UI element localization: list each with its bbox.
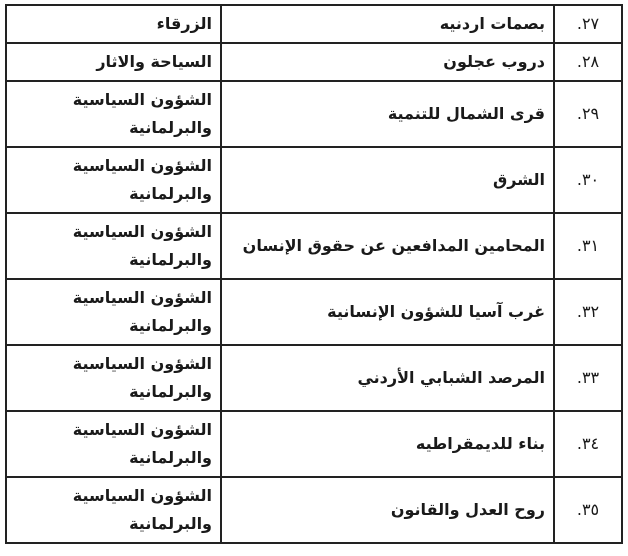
table-row: ٣١. المحامين المدافعين عن حقوق الإنسان الش… <box>5 212 623 280</box>
organization-name: دروب عجلون <box>220 42 555 82</box>
table-row: ٣٥. روح العدل والقانون الشؤون السياسية وال… <box>5 476 623 544</box>
organization-field: الزرقاء <box>5 4 222 44</box>
row-number: ٢٧. <box>553 4 623 44</box>
table-row: ٣٤. بناء للديمقراطيه الشؤون السياسية والبر… <box>5 410 623 478</box>
organization-name: بناء للديمقراطيه <box>220 410 555 478</box>
organization-name: بصمات اردنيه <box>220 4 555 44</box>
organization-name: روح العدل والقانون <box>220 476 555 544</box>
table-row: ٢٩. قرى الشمال للتنمية الشؤون السياسية وال… <box>5 80 623 148</box>
table-row: ٣٠. الشرق الشؤون السياسية والبرلمانية <box>5 146 623 214</box>
organization-field: الشؤون السياسية والبرلمانية <box>5 146 222 214</box>
organization-field: الشؤون السياسية والبرلمانية <box>5 476 222 544</box>
table-row: ٢٨. دروب عجلون السياحة والاثار <box>5 42 623 82</box>
row-number: ٣٢. <box>553 278 623 346</box>
row-number: ٣٤. <box>553 410 623 478</box>
row-number: ٣٥. <box>553 476 623 544</box>
row-number: ٢٩. <box>553 80 623 148</box>
organization-name: قرى الشمال للتنمية <box>220 80 555 148</box>
organization-name: المرصد الشبابي الأردني <box>220 344 555 412</box>
organization-name: غرب آسيا للشؤون الإنسانية <box>220 278 555 346</box>
organization-field: الشؤون السياسية والبرلمانية <box>5 410 222 478</box>
organization-field: الشؤون السياسية والبرلمانية <box>5 278 222 346</box>
row-number: ٢٨. <box>553 42 623 82</box>
row-number: ٣٣. <box>553 344 623 412</box>
organization-field: الشؤون السياسية والبرلمانية <box>5 80 222 148</box>
table-row: ٣٣. المرصد الشبابي الأردني الشؤون السياسية… <box>5 344 623 412</box>
table-row: ٣٢. غرب آسيا للشؤون الإنسانية الشؤون السيا… <box>5 278 623 346</box>
organization-name: المحامين المدافعين عن حقوق الإنسان <box>220 212 555 280</box>
organization-field: الشؤون السياسية والبرلمانية <box>5 212 222 280</box>
row-number: ٣٠. <box>553 146 623 214</box>
table-row: ٢٧. بصمات اردنيه الزرقاء <box>5 4 623 44</box>
organizations-table: ٢٧. بصمات اردنيه الزرقاء ٢٨. دروب عجلون السيا… <box>5 4 623 544</box>
organization-field: السياحة والاثار <box>5 42 222 82</box>
table-body: ٢٧. بصمات اردنيه الزرقاء ٢٨. دروب عجلون السيا… <box>5 4 623 544</box>
organization-name: الشرق <box>220 146 555 214</box>
row-number: ٣١. <box>553 212 623 280</box>
organization-field: الشؤون السياسية والبرلمانية <box>5 344 222 412</box>
